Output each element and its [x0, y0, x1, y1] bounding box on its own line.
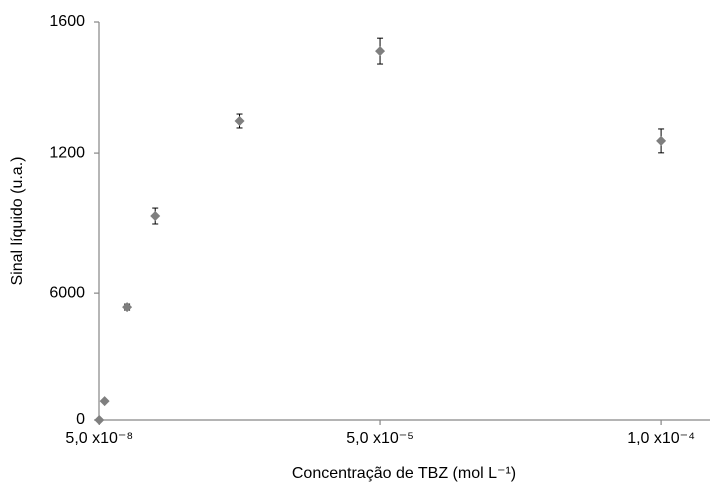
- x-axis-label: Concentração de TBZ (mol L⁻¹): [292, 465, 516, 482]
- marker: [150, 211, 161, 222]
- marker: [375, 46, 386, 57]
- y-axis-label: Sinal líquido (u.a.): [9, 157, 26, 286]
- x-tick-label: 5,0 x10⁻⁵: [346, 430, 414, 447]
- marker: [94, 415, 105, 425]
- y-tick-label: 1200: [49, 144, 85, 161]
- marker: [656, 135, 667, 146]
- marker: [234, 116, 245, 127]
- y-tick-label: 0: [76, 411, 85, 428]
- x-tick-label: 1,0 x10⁻⁴: [627, 430, 695, 447]
- y-tick-label: 1600: [49, 13, 85, 30]
- x-tick-label: 5,0 x10⁻⁸: [65, 430, 133, 447]
- marker: [99, 396, 110, 407]
- marker: [122, 302, 133, 313]
- y-tick-label: 6000: [49, 284, 85, 301]
